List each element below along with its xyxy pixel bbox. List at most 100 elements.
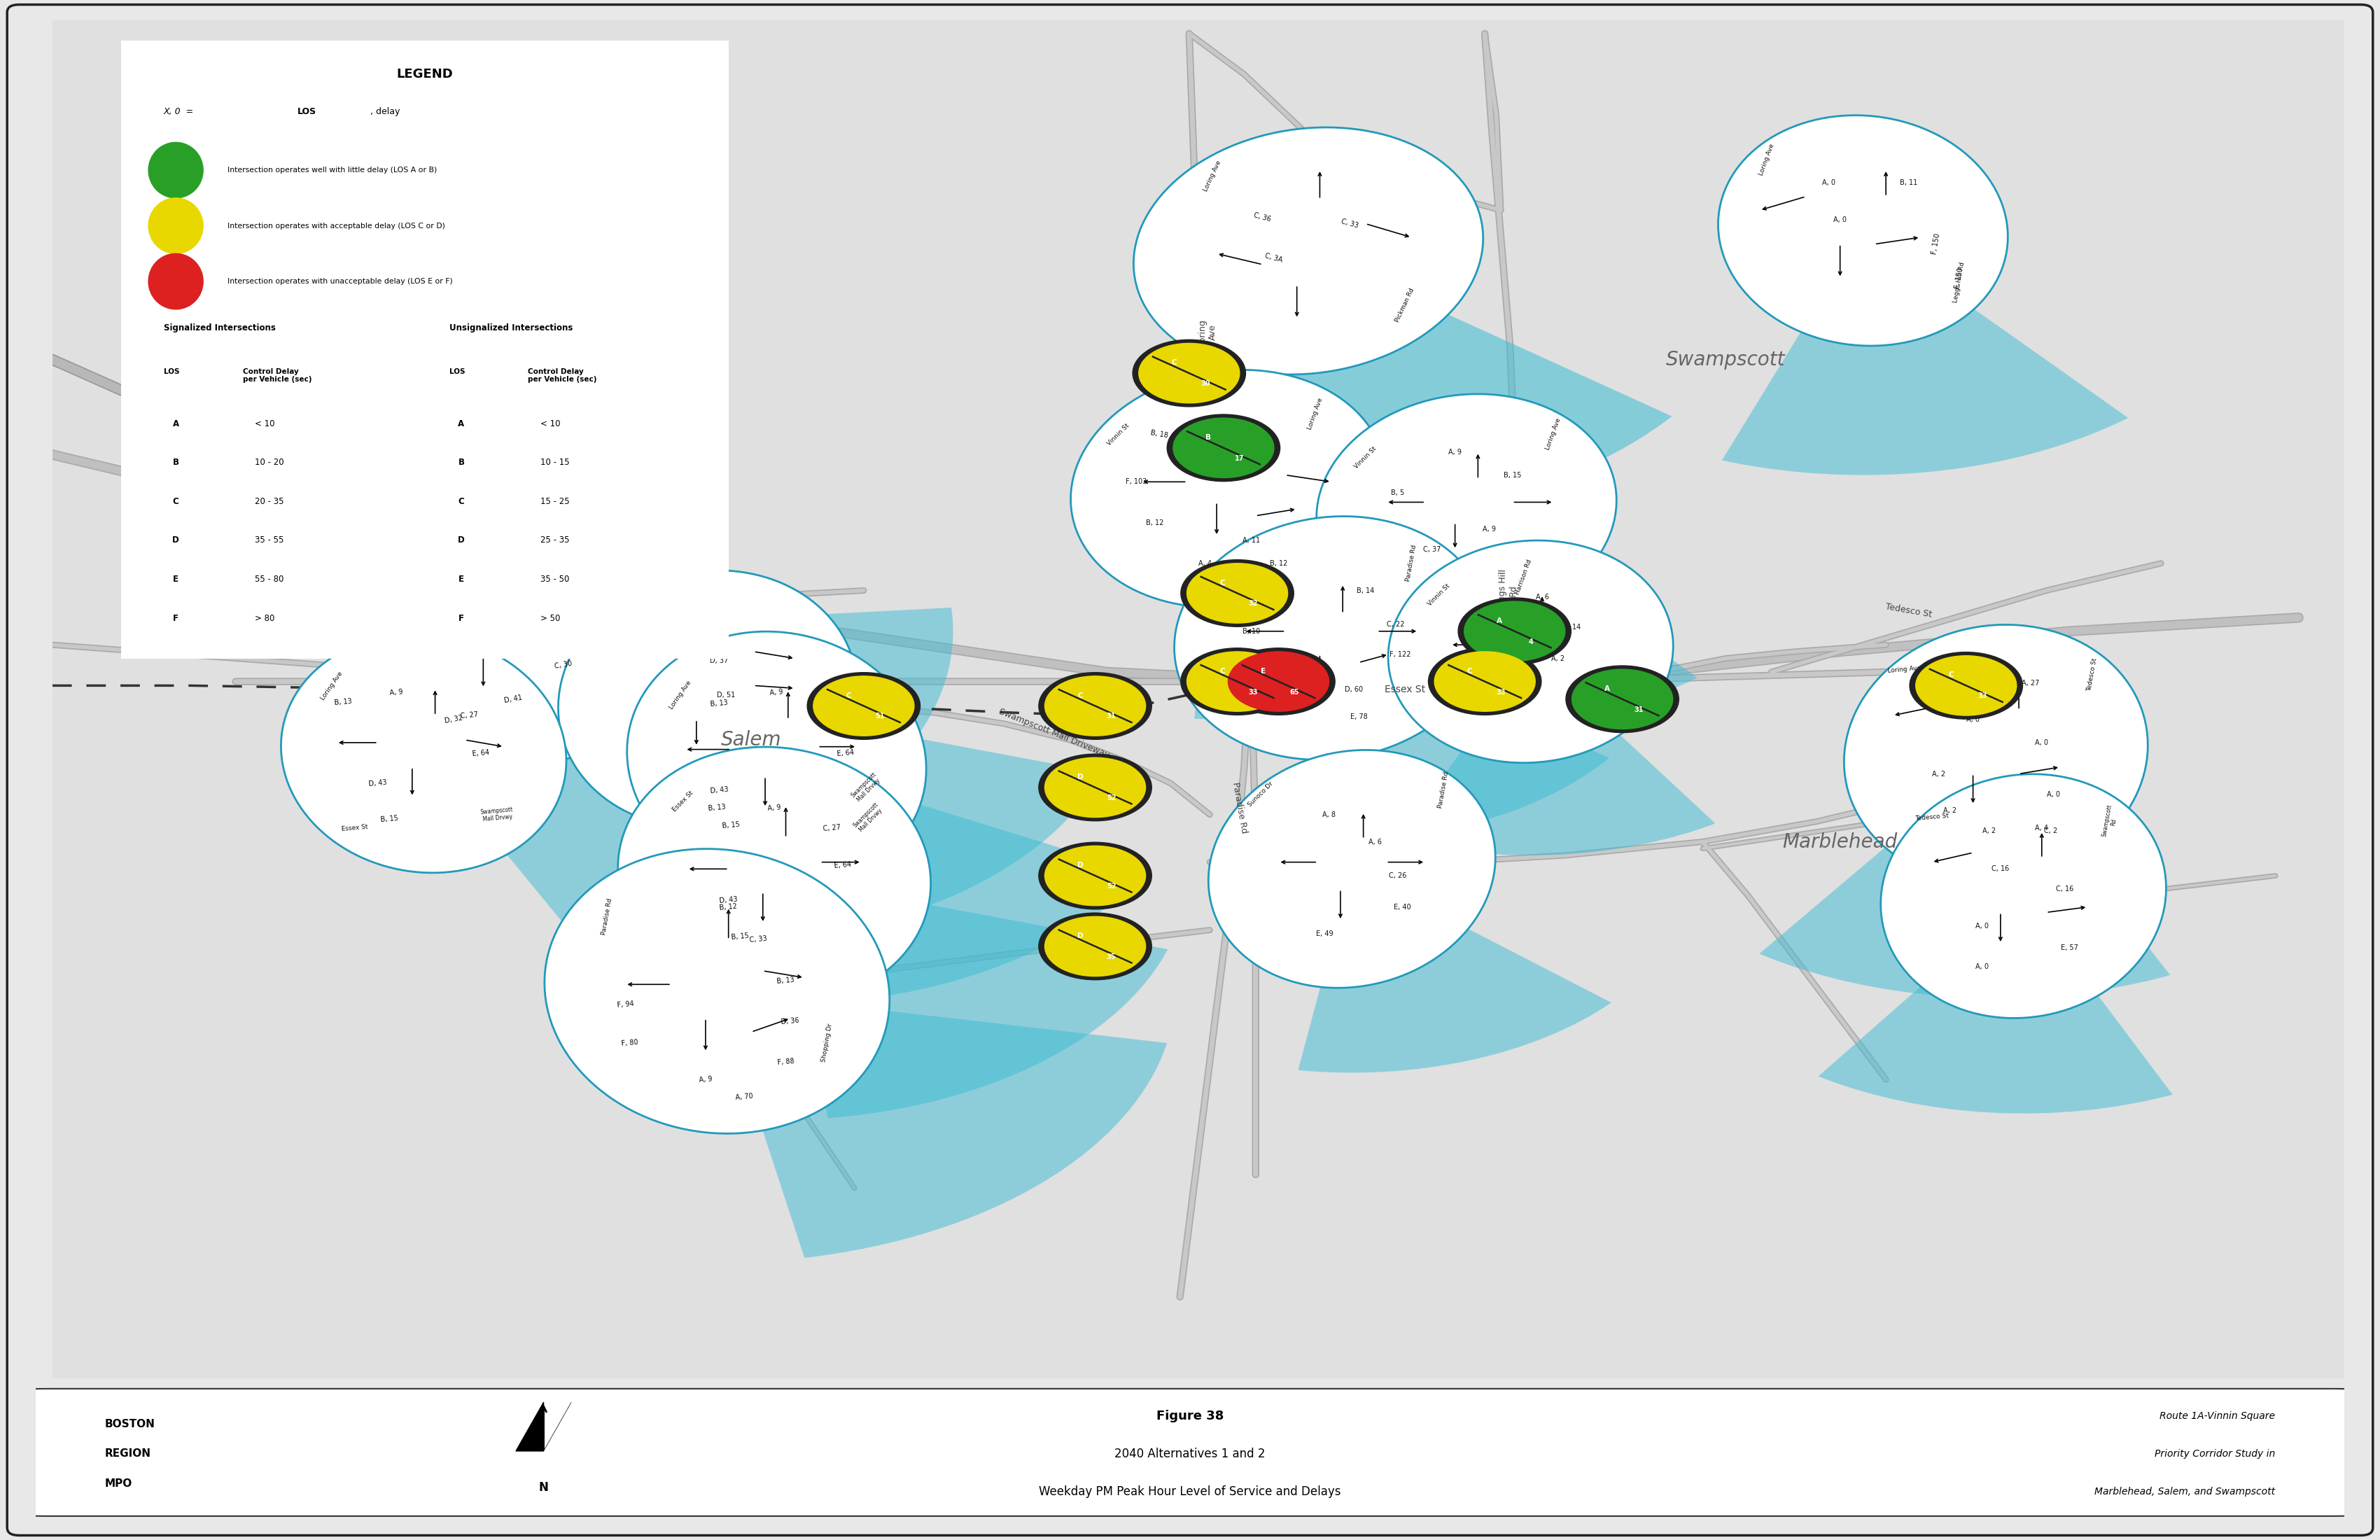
Circle shape	[807, 673, 921, 739]
Text: A, 9: A, 9	[766, 804, 781, 812]
Text: C: C	[1219, 667, 1226, 675]
Text: Unsignalized Intersections: Unsignalized Intersections	[450, 323, 574, 333]
Text: C, 27: C, 27	[823, 824, 840, 833]
Ellipse shape	[1071, 370, 1385, 607]
Circle shape	[1916, 656, 2016, 716]
Text: 31: 31	[1633, 707, 1642, 713]
Text: B, 16: B, 16	[421, 556, 440, 565]
Text: C: C	[1466, 667, 1473, 675]
Text: C, 30: C, 30	[555, 661, 574, 670]
Circle shape	[1180, 648, 1295, 715]
Text: A, 0: A, 0	[1975, 922, 1990, 930]
Ellipse shape	[1209, 750, 1495, 987]
Text: 25 - 35: 25 - 35	[540, 536, 569, 545]
Text: 65: 65	[1290, 688, 1299, 696]
Circle shape	[1909, 651, 2023, 719]
Text: A, 2: A, 2	[1944, 807, 1956, 815]
Text: C, 16: C, 16	[1992, 865, 2009, 873]
Text: Figure 38: Figure 38	[1157, 1409, 1223, 1421]
Text: A, 0: A, 0	[1833, 216, 1847, 223]
Text: C: C	[1171, 359, 1176, 367]
Text: A, 70: A, 70	[735, 1093, 754, 1101]
Text: Loring Ave: Loring Ave	[1545, 417, 1561, 451]
Text: Vinnin St: Vinnin St	[1216, 568, 1240, 593]
Text: 30: 30	[1200, 380, 1209, 387]
Text: F, 122: F, 122	[1390, 651, 1411, 658]
Text: Shopping Dr: Shopping Dr	[821, 1023, 833, 1063]
Text: Essex St: Essex St	[340, 824, 369, 833]
Text: A, 9: A, 9	[1449, 448, 1461, 456]
Wedge shape	[1209, 251, 1673, 522]
Circle shape	[1166, 414, 1280, 482]
Text: B, 15: B, 15	[731, 933, 750, 941]
Text: A: A	[1497, 618, 1502, 624]
Text: B, 11: B, 11	[576, 616, 595, 625]
Text: 52: 52	[1107, 882, 1116, 890]
Text: E, 64: E, 64	[835, 750, 854, 758]
Text: C, 2: C, 2	[2044, 827, 2059, 835]
Circle shape	[1571, 670, 1673, 728]
Text: Intersection operates well with little delay (LOS A or B): Intersection operates well with little d…	[228, 166, 438, 174]
Text: Loring Ave: Loring Ave	[1887, 665, 1921, 675]
Text: Swampscott
Mall Drvwy: Swampscott Mall Drvwy	[852, 801, 885, 833]
Text: A: A	[457, 419, 464, 428]
Text: Loring
Ave: Loring Ave	[1197, 319, 1216, 346]
Text: Pickman Rd: Pickman Rd	[1395, 286, 1416, 323]
Text: A, 0: A, 0	[2047, 790, 2059, 798]
Text: E, 64: E, 64	[471, 750, 490, 758]
Text: X, 0  =: X, 0 =	[164, 106, 198, 115]
Text: A, 14: A, 14	[555, 571, 574, 582]
Text: C, 16: C, 16	[2056, 886, 2073, 893]
Wedge shape	[1347, 510, 1697, 727]
Text: A, 4: A, 4	[2035, 825, 2049, 832]
Text: B, 18: B, 18	[1150, 430, 1169, 439]
Text: Harrison Rd: Harrison Rd	[1609, 675, 1628, 711]
Text: Leggs Hill Rd: Leggs Hill Rd	[1952, 262, 1966, 303]
Text: E, 64: E, 64	[833, 861, 852, 869]
Ellipse shape	[1844, 625, 2147, 882]
Text: B, 11: B, 11	[1899, 180, 1918, 186]
Text: REGION: REGION	[105, 1449, 152, 1458]
Circle shape	[148, 254, 202, 310]
Text: D, 60: D, 60	[1345, 687, 1364, 693]
Text: B, 14: B, 14	[1357, 587, 1376, 594]
Text: Loring Ave: Loring Ave	[578, 522, 595, 556]
Text: 51: 51	[876, 713, 885, 719]
Wedge shape	[1307, 638, 1609, 842]
Text: Essex St: Essex St	[671, 790, 695, 813]
Ellipse shape	[619, 747, 931, 1004]
Text: C, 33: C, 33	[750, 935, 766, 944]
Text: Paradise Rd: Paradise Rd	[1404, 545, 1418, 582]
Text: Vinnin St: Vinnin St	[1107, 422, 1130, 447]
Text: Signalized Intersections: Signalized Intersections	[164, 323, 276, 333]
Text: Paradise Rd: Paradise Rd	[1230, 781, 1250, 835]
Text: C: C	[1078, 691, 1083, 699]
Wedge shape	[774, 876, 1169, 1118]
Text: C: C	[174, 497, 178, 507]
Text: D: D	[1078, 773, 1083, 781]
Text: C: C	[1949, 671, 1954, 679]
Text: C: C	[845, 691, 852, 699]
Text: 17: 17	[1235, 454, 1245, 462]
Text: Intersection operates with unacceptable delay (LOS E or F): Intersection operates with unacceptable …	[228, 277, 452, 285]
Ellipse shape	[1173, 516, 1488, 759]
Text: 15 - 25: 15 - 25	[540, 497, 569, 507]
Text: F, 103: F, 103	[1126, 479, 1147, 485]
Text: D, 37: D, 37	[709, 658, 728, 665]
Text: Vinnin St: Vinnin St	[1354, 445, 1378, 470]
Text: F, 88: F, 88	[776, 1058, 795, 1066]
Text: F: F	[459, 614, 464, 622]
Wedge shape	[1721, 231, 2128, 474]
Circle shape	[1428, 648, 1542, 715]
Text: A, 4: A, 4	[1200, 561, 1211, 567]
Text: C, 27: C, 27	[459, 711, 478, 719]
Text: E: E	[174, 574, 178, 584]
Circle shape	[1045, 916, 1145, 976]
Circle shape	[1435, 651, 1535, 711]
Text: MPO: MPO	[105, 1478, 133, 1489]
Text: D, 36: D, 36	[781, 1016, 800, 1026]
Ellipse shape	[281, 634, 566, 873]
Text: A, 2: A, 2	[1983, 827, 1997, 835]
Text: Harrison Rd: Harrison Rd	[1514, 559, 1533, 596]
Text: B, 15: B, 15	[1504, 471, 1521, 479]
